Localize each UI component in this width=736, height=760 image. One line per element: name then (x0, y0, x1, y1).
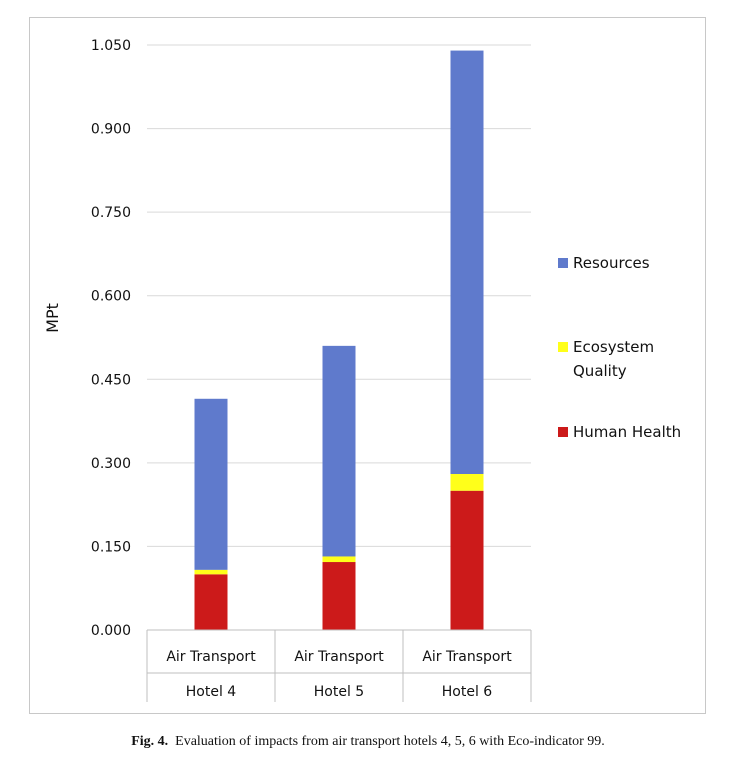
bar-segment-human-health (450, 490, 484, 630)
legend-label: Resources (573, 254, 650, 272)
figure-caption: Fig. 4. Evaluation of impacts from air t… (0, 734, 736, 750)
x-group-label: Hotel 6 (442, 684, 493, 700)
y-tick-label: 0.450 (91, 372, 131, 388)
x-category-label: Air Transport (166, 649, 256, 665)
bar-segment-human-health (322, 562, 356, 630)
x-group-label: Hotel 5 (314, 684, 364, 700)
legend-swatch-human-health (558, 427, 568, 437)
bar-segment-resources (450, 50, 484, 474)
y-tick-label: 0.600 (91, 289, 131, 305)
legend-swatch-ecosystem-quality (558, 342, 568, 352)
chart-area (29, 17, 706, 714)
legend-swatch-resources (558, 258, 568, 268)
x-category-label: Air Transport (422, 649, 512, 665)
x-group-label: Hotel 4 (186, 684, 237, 700)
bar-segment-resources (322, 345, 356, 557)
y-tick-label: 1.050 (91, 38, 131, 54)
bar-segment-ecosystem-quality (450, 474, 484, 491)
stacked-bar-chart: 0.000 0.150 0.300 0.450 0.600 0.750 0.900 1.050… (43, 38, 681, 702)
caption-label: Fig. 4. (131, 734, 169, 749)
y-tick-label: 0.300 (91, 456, 131, 472)
bar-segment-ecosystem-quality (194, 569, 228, 575)
y-tick-label: 0.150 (91, 539, 131, 555)
y-tick-label: 0.900 (91, 122, 131, 138)
x-category-label: Air Transport (294, 649, 384, 665)
legend-label: Human Health (573, 423, 681, 441)
y-axis-label: MPt (43, 303, 62, 333)
caption-text: Evaluation of impacts from air transport… (175, 734, 605, 749)
y-tick-label: 0.750 (91, 205, 131, 221)
bar-segment-resources (194, 398, 228, 570)
bar-segment-ecosystem-quality (322, 556, 356, 563)
legend-label: Quality (573, 362, 627, 380)
bar-segment-human-health (194, 574, 228, 630)
y-tick-label: 0.000 (91, 623, 131, 639)
legend-label: Ecosystem (573, 338, 654, 356)
